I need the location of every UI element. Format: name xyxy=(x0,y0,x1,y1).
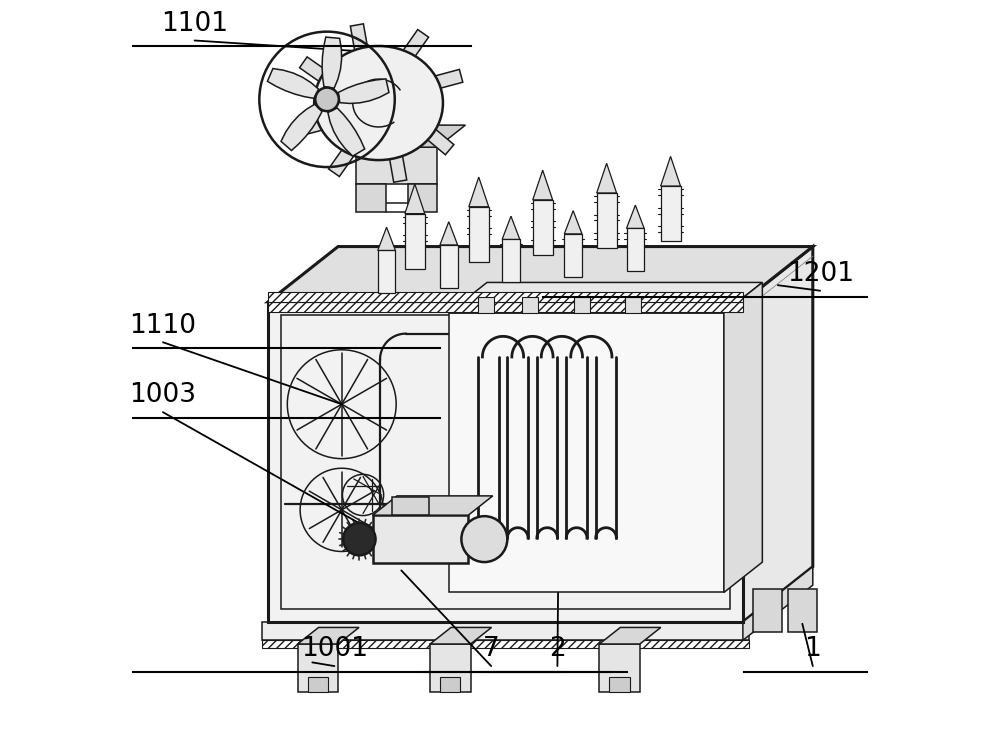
Polygon shape xyxy=(449,283,762,313)
Bar xyxy=(609,677,630,692)
Polygon shape xyxy=(440,222,458,245)
Polygon shape xyxy=(389,152,407,183)
Ellipse shape xyxy=(314,46,443,160)
Polygon shape xyxy=(328,108,365,156)
Bar xyxy=(262,622,749,640)
Polygon shape xyxy=(300,57,330,84)
Polygon shape xyxy=(373,496,493,515)
Polygon shape xyxy=(564,210,582,234)
Bar xyxy=(268,302,743,312)
Polygon shape xyxy=(350,24,368,54)
Bar xyxy=(502,239,520,283)
Polygon shape xyxy=(599,644,640,692)
Polygon shape xyxy=(356,125,465,147)
Polygon shape xyxy=(281,105,322,150)
Polygon shape xyxy=(753,589,782,632)
Polygon shape xyxy=(356,184,386,212)
Bar xyxy=(533,199,553,255)
Polygon shape xyxy=(449,313,724,592)
Polygon shape xyxy=(661,157,681,186)
Polygon shape xyxy=(338,79,389,104)
Polygon shape xyxy=(298,627,359,644)
Bar xyxy=(627,228,644,272)
Polygon shape xyxy=(356,147,437,184)
Polygon shape xyxy=(502,216,520,239)
Text: 1001: 1001 xyxy=(301,637,368,662)
Polygon shape xyxy=(268,302,743,622)
Polygon shape xyxy=(373,515,468,563)
Bar xyxy=(625,297,641,313)
Circle shape xyxy=(461,516,507,562)
Bar xyxy=(564,234,582,277)
Text: 1003: 1003 xyxy=(129,383,196,408)
Polygon shape xyxy=(430,644,471,692)
Text: 2: 2 xyxy=(549,637,566,662)
Bar xyxy=(661,186,681,241)
Bar xyxy=(522,297,538,313)
Text: 7: 7 xyxy=(483,637,500,662)
Bar xyxy=(440,245,458,288)
Polygon shape xyxy=(627,205,644,228)
Text: 1: 1 xyxy=(804,637,821,662)
Text: 1101: 1101 xyxy=(161,11,228,37)
Polygon shape xyxy=(430,627,492,644)
Polygon shape xyxy=(378,227,395,250)
Text: 1201: 1201 xyxy=(787,261,854,287)
Polygon shape xyxy=(298,644,338,692)
Polygon shape xyxy=(268,247,813,302)
Bar xyxy=(405,213,425,269)
Bar xyxy=(440,677,460,692)
Bar xyxy=(574,297,590,313)
Circle shape xyxy=(343,523,376,556)
Polygon shape xyxy=(294,116,325,137)
Bar xyxy=(378,250,395,294)
Polygon shape xyxy=(788,589,817,632)
Polygon shape xyxy=(533,170,553,199)
Bar xyxy=(478,297,494,313)
Polygon shape xyxy=(743,567,813,640)
Bar xyxy=(392,497,429,515)
Bar xyxy=(308,677,328,692)
Polygon shape xyxy=(402,29,429,60)
Polygon shape xyxy=(322,37,342,88)
Circle shape xyxy=(315,88,339,111)
Polygon shape xyxy=(724,283,762,592)
Bar xyxy=(268,292,743,302)
Polygon shape xyxy=(424,127,454,155)
Polygon shape xyxy=(405,184,425,213)
Polygon shape xyxy=(329,146,355,177)
Polygon shape xyxy=(469,177,489,207)
Bar xyxy=(262,640,749,648)
Polygon shape xyxy=(743,247,813,622)
Bar xyxy=(597,193,617,248)
Polygon shape xyxy=(267,68,319,99)
Text: 1110: 1110 xyxy=(129,313,196,339)
Polygon shape xyxy=(408,184,437,212)
Polygon shape xyxy=(432,69,463,90)
Bar xyxy=(469,207,489,262)
Polygon shape xyxy=(597,163,617,193)
Polygon shape xyxy=(599,627,661,644)
